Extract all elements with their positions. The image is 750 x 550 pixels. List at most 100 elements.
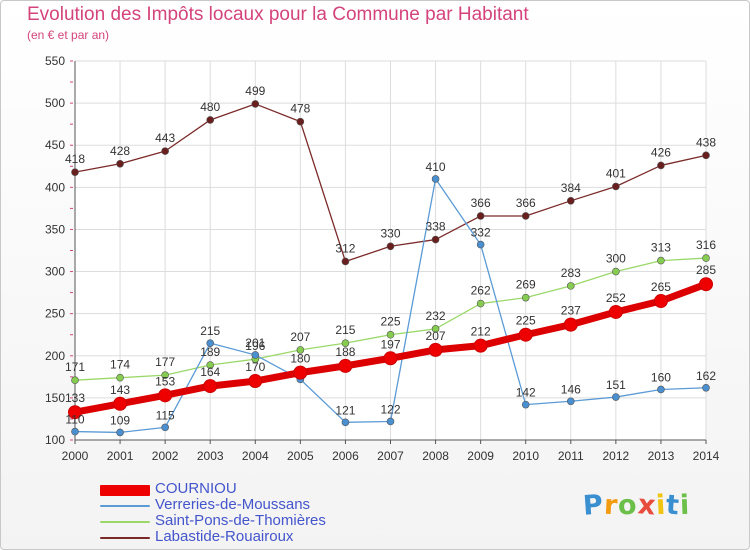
- legend-label: Saint-Pons-de-Thomières: [155, 512, 326, 529]
- data-point: [206, 339, 215, 347]
- x-tick-label: 2009: [467, 449, 494, 463]
- data-label: 366: [516, 196, 536, 210]
- data-label: 384: [561, 181, 581, 195]
- logo-letter: r: [602, 489, 619, 522]
- logo-letter: P: [581, 489, 605, 522]
- data-label: 115: [156, 408, 175, 422]
- data-label: 180: [290, 352, 310, 366]
- data-point: [521, 212, 530, 220]
- data-point: [71, 376, 79, 385]
- data-label: 212: [471, 325, 491, 339]
- data-point: [248, 374, 263, 389]
- x-tick-label: 2010: [512, 449, 539, 463]
- data-label: 330: [380, 226, 400, 240]
- data-point: [476, 240, 485, 249]
- data-point: [612, 393, 620, 401]
- data-label: 201: [245, 336, 265, 350]
- data-label: 410: [426, 160, 446, 174]
- data-label: 480: [200, 100, 220, 114]
- data-label: 225: [516, 314, 536, 328]
- data-label: 332: [471, 226, 491, 240]
- data-point: [699, 277, 713, 292]
- x-tick-label: 2014: [693, 449, 720, 463]
- y-tick-label: 450: [45, 138, 65, 152]
- x-tick-label: 2007: [377, 449, 404, 463]
- chart-subtitle: (en € et par an): [27, 28, 110, 42]
- data-label: 174: [110, 358, 130, 372]
- data-point: [383, 351, 398, 366]
- data-label: 164: [200, 365, 220, 379]
- data-label: 232: [426, 309, 446, 323]
- x-tick-label: 2003: [197, 449, 224, 463]
- data-point: [341, 418, 350, 427]
- data-point: [521, 293, 530, 302]
- data-label: 265: [651, 280, 671, 294]
- data-label: 121: [335, 403, 355, 417]
- data-label: 207: [426, 329, 446, 343]
- data-point: [71, 168, 79, 176]
- data-label: 196: [245, 339, 265, 353]
- data-point: [476, 212, 485, 220]
- x-tick-label: 2012: [603, 449, 630, 463]
- y-tick-label: 350: [45, 222, 65, 236]
- x-tick-label: 2005: [287, 449, 314, 463]
- data-label: 133: [65, 391, 85, 405]
- proxiti-logo: Proxiti: [581, 489, 691, 522]
- data-label: 366: [471, 196, 491, 210]
- data-label: 207: [290, 330, 310, 344]
- data-point: [71, 427, 79, 436]
- data-point: [116, 428, 124, 437]
- x-tick-label: 2013: [648, 449, 675, 463]
- x-tick-label: 2001: [107, 449, 134, 463]
- y-tick-label: 300: [45, 265, 65, 279]
- data-point: [386, 417, 395, 426]
- logo-letter: o: [617, 489, 639, 522]
- data-label: 162: [696, 369, 716, 383]
- data-point: [563, 317, 578, 332]
- legend-label: Labastide-Rouairoux: [155, 528, 294, 545]
- data-point: [116, 159, 124, 168]
- data-point: [431, 325, 440, 333]
- data-label: 443: [155, 131, 175, 145]
- data-point: [657, 256, 665, 265]
- data-label: 426: [651, 145, 671, 159]
- data-label: 418: [65, 152, 85, 166]
- x-tick-label: 2008: [422, 449, 449, 463]
- data-label: 109: [110, 413, 130, 427]
- data-label: 151: [606, 378, 626, 392]
- data-label: 122: [380, 402, 400, 416]
- data-point: [206, 361, 215, 369]
- data-point: [476, 299, 485, 308]
- data-point: [612, 182, 620, 191]
- data-label: 438: [696, 135, 716, 149]
- legend-swatch: [100, 537, 150, 539]
- x-tick-label: 2006: [332, 449, 359, 463]
- legend-swatch: [100, 505, 150, 507]
- data-point: [386, 330, 395, 339]
- data-label: 401: [606, 166, 626, 180]
- data-label: 316: [696, 238, 716, 252]
- legend-label: COURNIOU: [155, 480, 237, 497]
- data-point: [428, 342, 443, 357]
- legend-label: Verreries-de-Moussans: [155, 496, 311, 513]
- data-point: [702, 254, 710, 262]
- data-label: 499: [245, 84, 265, 98]
- data-point: [702, 383, 710, 392]
- y-tick-label: 100: [45, 433, 65, 447]
- data-point: [161, 147, 169, 155]
- data-point: [566, 282, 575, 290]
- y-tick-label: 250: [45, 307, 65, 321]
- y-tick-label: 500: [45, 96, 65, 110]
- data-label: 188: [335, 345, 355, 359]
- data-label: 171: [65, 360, 85, 374]
- data-point: [341, 257, 350, 266]
- data-label: 225: [380, 315, 400, 329]
- data-label: 428: [110, 144, 130, 158]
- data-label: 262: [471, 284, 491, 298]
- legend-swatch: [100, 521, 150, 523]
- data-point: [521, 400, 530, 409]
- data-point: [296, 117, 305, 126]
- x-tick-label: 2011: [558, 449, 584, 463]
- data-point: [612, 267, 620, 276]
- data-label: 160: [651, 370, 671, 384]
